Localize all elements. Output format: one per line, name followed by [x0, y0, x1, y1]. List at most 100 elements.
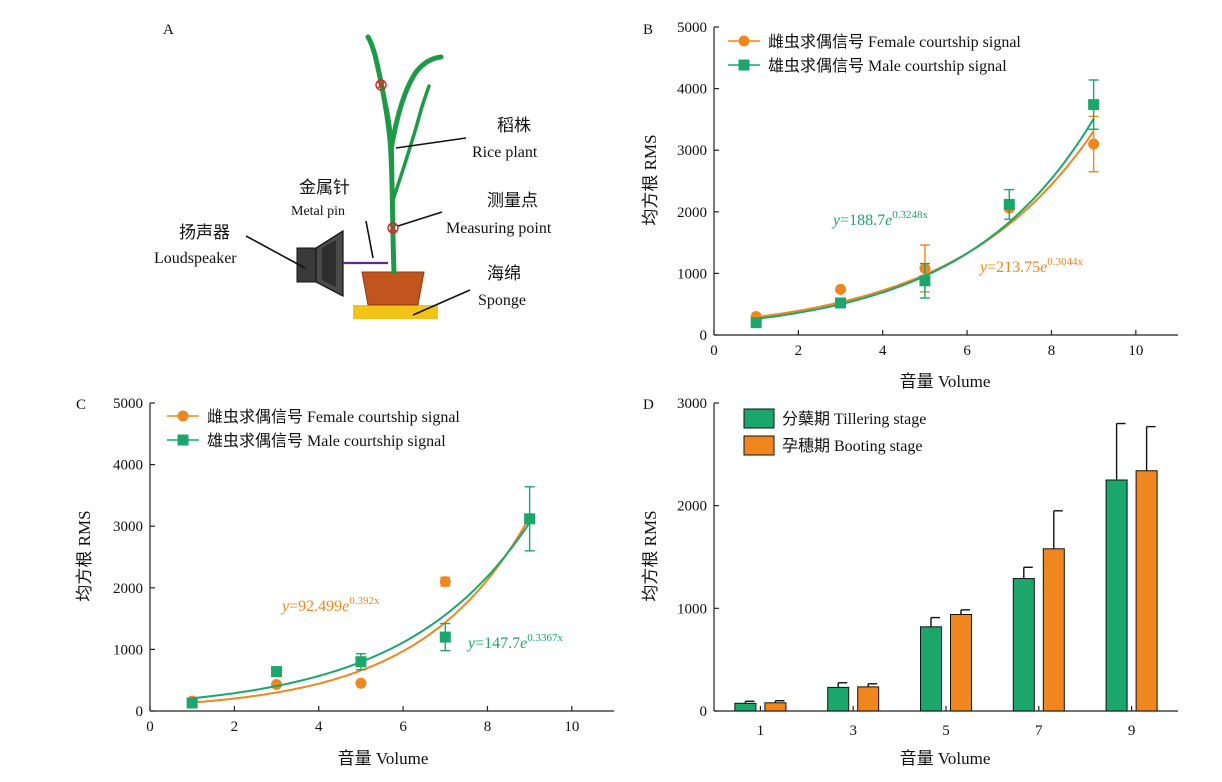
panel-c-x-tick-label: 10 [564, 719, 579, 735]
panel-c-equation-male: y=147.7e0.3367x [466, 632, 564, 652]
panel-c-eq-male-coef: =147.7 [475, 635, 520, 652]
panel-d-bar-1 [857, 686, 880, 712]
panel-d-legend-swatch-1 [743, 435, 775, 456]
panel-b-legend-male: 雄虫求偶信号 Male courtship signal [768, 57, 1007, 75]
panel-d-y-tick-label: 3000 [677, 396, 707, 412]
panel-b-y-tick-label: 4000 [677, 82, 707, 98]
panel-c-chart: C 均方根 RMS 音量 Volume 雌虫求偶信号 Female courts… [75, 397, 564, 768]
panel-b-x-tick-label: 10 [1128, 343, 1143, 359]
panel-b-eq-male-coef: =188.7 [840, 212, 885, 229]
panel-c-y-axis-title: 均方根 RMS [75, 510, 94, 601]
panel-c-x-tick-label: 6 [399, 719, 407, 735]
loudspeaker-label-zh: 扬声器 [179, 223, 230, 242]
panel-d-letter: D [643, 397, 654, 413]
loudspeaker-icon [296, 229, 344, 297]
rice-plant-icon [365, 34, 444, 275]
panel-d-y-tick-label: 2000 [677, 499, 707, 515]
panel-b-y-tick-label: 1000 [677, 266, 707, 282]
panel-d-ylabel: 均方根 RMS [641, 510, 660, 601]
panel-b-legend-marker-0 [738, 35, 750, 47]
panel-c-x-tick-label: 2 [231, 719, 239, 735]
panel-d-legend-booting: 孕穗期 Booting stage [782, 437, 922, 455]
panel-c-data-point-0 [439, 576, 451, 588]
panel-c-y-tick-label: 1000 [113, 642, 143, 658]
panel-b-data-point-1 [1003, 198, 1015, 210]
metal-pin-label-zh: 金属针 [299, 178, 350, 197]
panel-b-eq-female-y: y [978, 259, 988, 276]
panel-b-data-point-1 [835, 297, 847, 309]
panel-c-y-tick-label: 3000 [113, 519, 143, 535]
panel-c-data-point-1 [271, 666, 283, 678]
panel-c-data-point-1 [524, 513, 536, 525]
panel-d-bar-0 [734, 702, 757, 712]
panel-b-data-point-1 [1088, 99, 1100, 111]
panel-d-bar-0 [1012, 578, 1035, 712]
panel-b-y-tick-label: 5000 [677, 20, 707, 36]
panel-b-x-tick-label: 8 [1048, 343, 1056, 359]
panel-c-data-point-1 [186, 697, 198, 709]
panel-c-x-tick-label: 8 [484, 719, 492, 735]
panel-d-bar-0 [920, 626, 942, 712]
panel-c-ylabel: 均方根 RMS [75, 510, 94, 601]
panel-c-y-tick-label: 4000 [113, 458, 143, 474]
panel-b-eq-male-y: y [831, 212, 841, 229]
sponge-icon [353, 305, 438, 319]
panel-c-legend-marker-0 [177, 410, 189, 422]
panel-c-fit-curve-1 [192, 522, 531, 700]
panel-c-data-point-1 [355, 656, 367, 668]
panel-b-eq-female-coef: =213.75 [987, 259, 1040, 276]
panel-d-bar-1 [1135, 470, 1158, 712]
panel-c-legend-female: 雌虫求偶信号 Female courtship signal [207, 408, 460, 426]
panel-b-eq-male-base: e [885, 212, 892, 229]
panel-d-y-tick-label: 1000 [677, 601, 707, 617]
panel-b-chart: B 均方根 RMS 音量 Volume 雌虫求偶信号 Female courts… [641, 22, 1084, 391]
rice-plant-label-zh: 稻株 [497, 116, 531, 135]
panel-d-bar-1 [1042, 548, 1065, 712]
panel-d-y-tick-label: 0 [700, 704, 708, 720]
panel-c-eq-female-base: e [342, 598, 349, 615]
rice-plant-label-en: Rice plant [472, 144, 538, 161]
panel-b-equation-female: y=213.75e0.3044x [978, 256, 1084, 276]
panel-b-x-tick-label: 6 [963, 343, 971, 359]
panel-d-legend-tillering: 分蘖期 Tillering stage [782, 410, 926, 428]
metal-pin-label-en: Metal pin [291, 204, 345, 219]
sponge-label-en: Sponge [478, 292, 526, 309]
panel-c-eq-female-coef: =92.499 [289, 598, 342, 615]
panel-b-eq-female-base: e [1040, 259, 1047, 276]
panel-b-eq-male-exp: 0.3248x [892, 209, 928, 221]
panel-b-data-point-1 [919, 275, 931, 287]
panel-b-legend-female: 雌虫求偶信号 Female courtship signal [768, 33, 1021, 51]
panel-c-legend-male: 雄虫求偶信号 Male courtship signal [207, 432, 446, 450]
panel-c-eq-male-exp: 0.3367x [527, 632, 563, 644]
panel-c-data-point-0 [355, 677, 367, 689]
panel-d-x-tick-label: 9 [1128, 723, 1136, 739]
panel-c-xlabel: 音量 Volume [338, 749, 429, 768]
panel-b-y-axis-title: 均方根 RMS [641, 134, 660, 225]
panel-b-ylabel: 均方根 RMS [641, 134, 660, 225]
panel-b-x-tick-label: 0 [710, 343, 718, 359]
pot-icon [361, 271, 425, 306]
panel-b-xlabel: 音量 Volume [900, 372, 991, 391]
panel-d-x-tick-label: 7 [1035, 723, 1043, 739]
panel-b-data-point-1 [750, 317, 762, 329]
panel-b-data-point-0 [1088, 138, 1100, 150]
panel-c-eq-male-base: e [520, 635, 527, 652]
measuring-point-label-zh: 测量点 [487, 191, 538, 210]
measuring-point-icon [375, 79, 399, 234]
panel-b-y-tick-label: 3000 [677, 143, 707, 159]
panel-b-equation-male: y=188.7e0.3248x [831, 209, 929, 229]
measuring-point-label-en: Measuring point [446, 220, 552, 237]
panel-b-letter: B [643, 22, 653, 38]
panel-d-x-tick-label: 1 [757, 723, 765, 739]
panel-c-eq-male-y: y [466, 635, 476, 652]
panel-c-fit-curve-0 [192, 516, 531, 704]
panel-d-xlabel: 音量 Volume [900, 749, 991, 768]
panel-d-y-axis-title: 均方根 RMS [641, 510, 660, 601]
panel-c-legend-marker-1 [177, 434, 189, 446]
panel-a-letter: A [163, 22, 174, 38]
panel-b-y-tick-label: 0 [700, 328, 708, 344]
panel-c-equation-female: y=92.499e0.392x [280, 595, 380, 615]
panel-d-bar-0 [1105, 479, 1128, 712]
panel-d-bar-1 [950, 613, 972, 712]
